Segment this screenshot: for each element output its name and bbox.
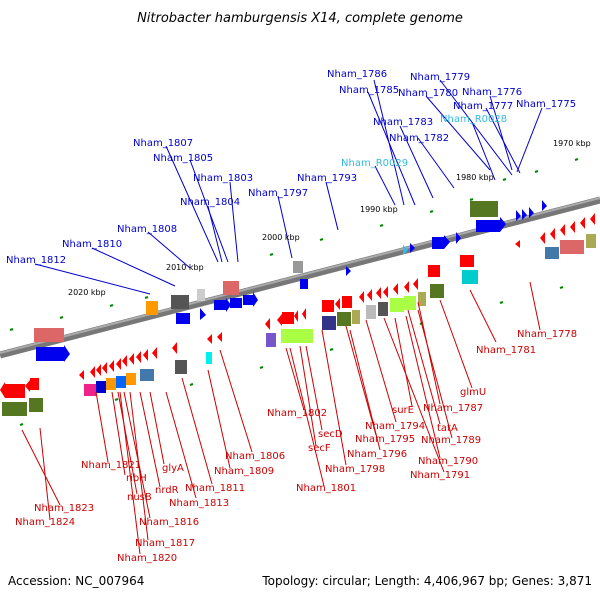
- label-nham-1812: Nham_1812: [6, 255, 66, 266]
- label-nham-1791: Nham_1791: [410, 470, 470, 481]
- label-nham-1798: Nham_1798: [325, 464, 385, 475]
- forward-features: [36, 200, 547, 362]
- svg-text:1970 kbp: 1970 kbp: [553, 139, 591, 148]
- bottom-leader-lines: [21, 281, 541, 555]
- topology-text: Topology: circular; Length: 4,406,967 bp…: [261, 574, 592, 588]
- label-nham-1808: Nham_1808: [117, 224, 177, 235]
- label-nham-r0029: Nham_R0029: [341, 158, 408, 169]
- label-nham-1778: Nham_1778: [517, 329, 577, 340]
- label-glya: glyA: [162, 463, 184, 474]
- label-ribh: ribH: [126, 473, 147, 484]
- label-nham-1794: Nham_1794: [365, 421, 425, 432]
- label-secd: secD: [318, 429, 343, 440]
- forward-cog-boxes: [34, 201, 498, 342]
- label-nham-1817: Nham_1817: [135, 538, 195, 549]
- label-nham-1813: Nham_1813: [169, 498, 229, 509]
- label-nham-1785: Nham_1785: [339, 85, 399, 96]
- label-nham-1781: Nham_1781: [476, 345, 536, 356]
- kbp-tick-1990: 1990 kbp: [360, 205, 398, 214]
- label-nham-1807: Nham_1807: [133, 138, 193, 149]
- label-nham-1775: Nham_1775: [516, 99, 576, 110]
- kbp-tick-2010: 2010 kbp: [166, 263, 204, 272]
- label-nham-1783: Nham_1783: [373, 117, 433, 128]
- label-nham-1795: Nham_1795: [355, 434, 415, 445]
- label-nusb: nusB: [127, 492, 152, 503]
- top-leader-lines: [34, 79, 543, 295]
- label-sure: surE: [392, 405, 414, 416]
- label-nham-1789: Nham_1789: [421, 435, 481, 446]
- label-nham-1787: Nham_1787: [423, 403, 483, 414]
- svg-text:2020 kbp: 2020 kbp: [68, 288, 106, 297]
- label-tata: tatA: [437, 423, 458, 434]
- accession-text: Accession: NC_007964: [8, 574, 144, 588]
- label-nham-1820: Nham_1820: [117, 553, 177, 564]
- gc-track-inner: [19, 286, 564, 426]
- map-title: Nitrobacter hamburgensis X14, complete g…: [137, 11, 463, 26]
- label-nham-1810: Nham_1810: [62, 239, 122, 250]
- label-nham-1782: Nham_1782: [389, 133, 449, 144]
- label-nham-1811: Nham_1811: [185, 483, 245, 494]
- label-nrdr: nrdR: [155, 485, 179, 496]
- label-nham-1801: Nham_1801: [296, 483, 356, 494]
- label-secf: secF: [308, 443, 331, 454]
- reverse-cog-boxes: [2, 234, 596, 416]
- label-nham-1804: Nham_1804: [180, 197, 240, 208]
- label-nham-1786: Nham_1786: [327, 69, 387, 80]
- label-nham-1816: Nham_1816: [139, 517, 199, 528]
- label-nham-1777: Nham_1777: [453, 101, 513, 112]
- kbp-tick-1970: 1970 kbp: [553, 139, 591, 148]
- kbp-tick-2020: 2020 kbp: [68, 288, 106, 297]
- label-nham-1779: Nham_1779: [410, 72, 470, 83]
- label-nham-1805: Nham_1805: [153, 153, 213, 164]
- label-nham-1821: Nham_1821: [81, 460, 141, 471]
- label-nham-r0028: Nham_R0028: [440, 114, 507, 125]
- svg-text:2000 kbp: 2000 kbp: [262, 233, 300, 242]
- kbp-tick-2000: 2000 kbp: [262, 233, 300, 242]
- label-nham-1806: Nham_1806: [225, 451, 285, 462]
- bottom-labels: Nham_1778 Nham_1781 glmU Nham_1787 surE …: [15, 329, 577, 564]
- label-nham-1780: Nham_1780: [398, 88, 458, 99]
- svg-text:1980 kbp: 1980 kbp: [456, 173, 494, 182]
- label-nham-1797: Nham_1797: [248, 188, 308, 199]
- label-nham-1809: Nham_1809: [214, 466, 274, 477]
- label-nham-1803: Nham_1803: [193, 173, 253, 184]
- label-nham-1802: Nham_1802: [267, 408, 327, 419]
- label-nham-1790: Nham_1790: [418, 456, 478, 467]
- kbp-tick-1980: 1980 kbp: [456, 173, 494, 182]
- label-nham-1823: Nham_1823: [34, 503, 94, 514]
- gc-track-outer: [9, 158, 579, 331]
- label-nham-1824: Nham_1824: [15, 517, 75, 528]
- label-nham-1793: Nham_1793: [297, 173, 357, 184]
- svg-text:2010 kbp: 2010 kbp: [166, 263, 204, 272]
- top-labels: Nham_1786 Nham_1779 Nham_1785 Nham_1780 …: [6, 69, 576, 266]
- reverse-features: [0, 213, 595, 398]
- label-glmu: glmU: [460, 387, 486, 398]
- svg-text:1990 kbp: 1990 kbp: [360, 205, 398, 214]
- label-nham-1796: Nham_1796: [347, 449, 407, 460]
- label-nham-1776: Nham_1776: [462, 87, 522, 98]
